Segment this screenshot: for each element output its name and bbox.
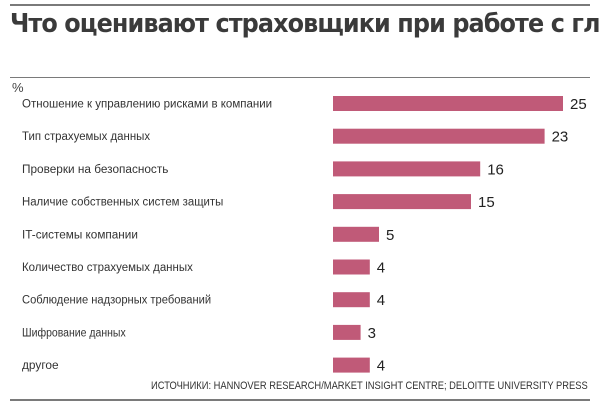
value-label: 15	[478, 194, 495, 211]
bar	[333, 96, 563, 111]
bar	[333, 357, 370, 373]
value-label: 23	[552, 129, 569, 146]
bar	[333, 226, 379, 242]
category-label: Тип страхуемых данных	[22, 131, 150, 143]
value-label: 3	[368, 325, 376, 342]
value-label: 25	[570, 96, 587, 113]
top-rule	[10, 4, 590, 6]
bar	[333, 194, 471, 210]
title-rule	[10, 77, 590, 78]
source-note: ИСТОЧНИКИ: HANNOVER RESEARCH/MARKET INSI…	[151, 380, 588, 392]
bar	[333, 324, 361, 340]
unit-label: %	[12, 80, 24, 95]
bottom-rule	[10, 399, 590, 401]
category-label: Проверки на безопасность	[22, 164, 168, 176]
category-label: другое	[22, 360, 59, 372]
value-label: 4	[377, 292, 385, 309]
category-label: Количество страхуемых данных	[22, 262, 193, 274]
value-label: 4	[377, 260, 385, 277]
bar	[333, 128, 545, 144]
bar	[333, 259, 370, 275]
category-label: Соблюдение надзорных требований	[22, 295, 211, 307]
bar	[333, 292, 370, 308]
value-label: 16	[487, 161, 504, 178]
category-label: Отношение к управлению рисками в компани…	[22, 99, 272, 111]
bar	[333, 161, 481, 177]
chart-title: Что оценивают страховщики при работе с г…	[10, 9, 600, 39]
category-label: IT-системы компании	[22, 229, 138, 241]
category-label: Шифрование данных	[22, 327, 126, 339]
category-label: Наличие собственных систем защиты	[22, 197, 223, 209]
value-label: 4	[377, 358, 385, 375]
value-label: 5	[386, 227, 394, 244]
